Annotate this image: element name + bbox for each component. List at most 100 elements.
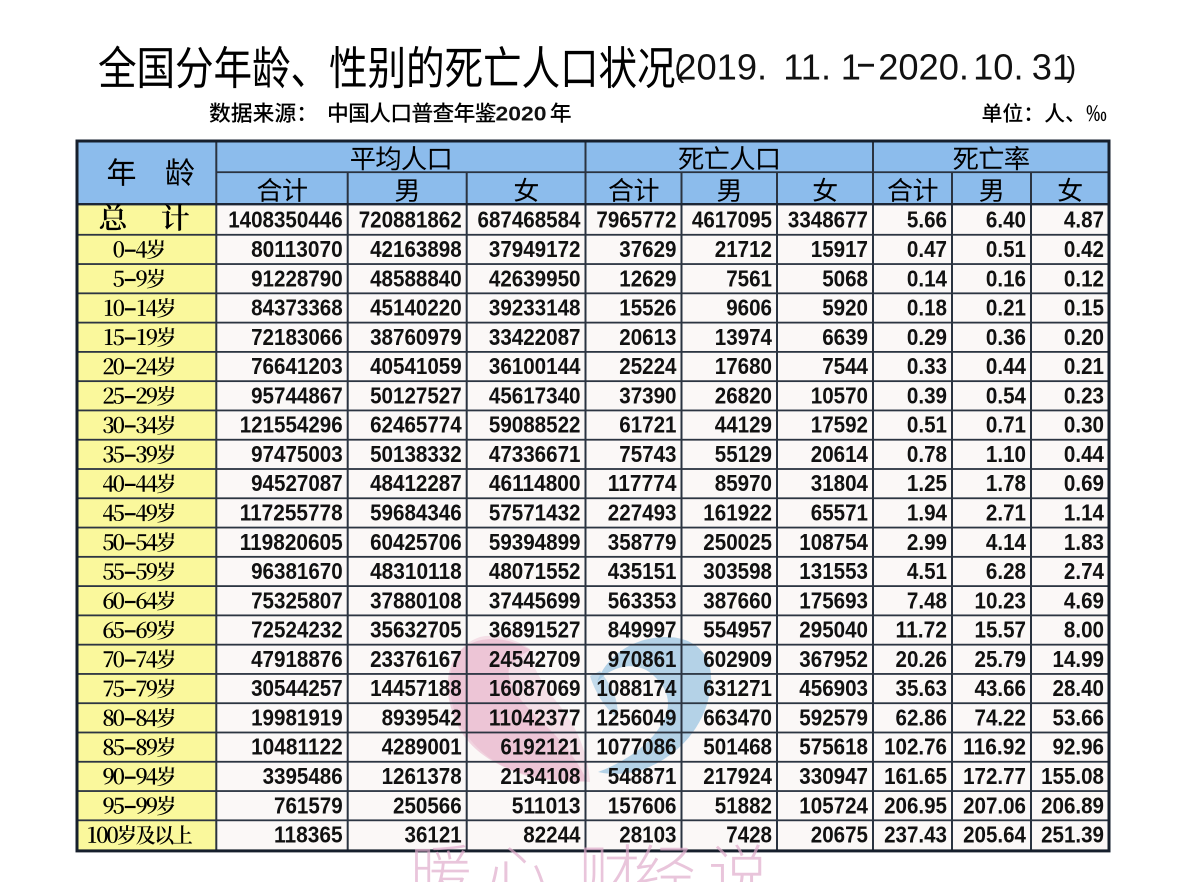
svg-text:15.57: 15.57 <box>975 617 1027 643</box>
svg-text:10.: 10. <box>973 47 1023 88</box>
svg-text:387660: 387660 <box>703 587 772 613</box>
svg-text:19981919: 19981919 <box>251 705 343 731</box>
svg-text:2.74: 2.74 <box>1064 558 1104 584</box>
svg-text:172.77: 172.77 <box>963 763 1026 789</box>
svg-text:48588840: 48588840 <box>370 265 462 291</box>
svg-text:0.23: 0.23 <box>1064 382 1104 408</box>
svg-text:3395486: 3395486 <box>263 763 343 789</box>
svg-text:303598: 303598 <box>703 558 772 584</box>
svg-text:36121: 36121 <box>405 822 462 848</box>
svg-text:4617095: 4617095 <box>692 207 772 233</box>
svg-text:121554296: 121554296 <box>240 412 343 438</box>
svg-text:37880108: 37880108 <box>370 587 462 613</box>
svg-text:(: ( <box>675 52 685 84</box>
svg-text:5.66: 5.66 <box>907 207 947 233</box>
svg-text:1.10: 1.10 <box>986 441 1026 467</box>
svg-text:0.54: 0.54 <box>986 382 1026 408</box>
svg-text:119820605: 119820605 <box>240 529 343 555</box>
svg-text:4.51: 4.51 <box>907 558 947 584</box>
svg-text:62465774: 62465774 <box>370 412 462 438</box>
svg-text:74.22: 74.22 <box>975 705 1027 731</box>
svg-text:687468584: 687468584 <box>478 207 581 233</box>
svg-text:1261378: 1261378 <box>382 763 462 789</box>
svg-text:50138332: 50138332 <box>370 441 462 467</box>
svg-text:9606: 9606 <box>726 295 772 321</box>
svg-text:548871: 548871 <box>608 763 677 789</box>
svg-text:0.33: 0.33 <box>907 353 947 379</box>
svg-text:6.40: 6.40 <box>986 207 1026 233</box>
svg-text:206.89: 206.89 <box>1041 792 1104 818</box>
svg-text:563353: 563353 <box>608 587 677 613</box>
svg-text:16087069: 16087069 <box>489 675 581 701</box>
svg-text:55129: 55129 <box>715 441 772 467</box>
svg-text:116.92: 116.92 <box>963 734 1026 760</box>
svg-text:12629: 12629 <box>619 265 676 291</box>
svg-text:0.71: 0.71 <box>986 412 1026 438</box>
svg-text:50127527: 50127527 <box>370 382 462 408</box>
svg-text:36100144: 36100144 <box>489 353 581 379</box>
svg-text:592579: 592579 <box>799 705 868 731</box>
svg-text:48310118: 48310118 <box>370 558 462 584</box>
svg-text:20675: 20675 <box>811 822 868 848</box>
svg-text:17680: 17680 <box>715 353 772 379</box>
svg-text:45140220: 45140220 <box>370 295 462 321</box>
svg-text:4.69: 4.69 <box>1064 587 1104 613</box>
svg-text:35632705: 35632705 <box>370 617 462 643</box>
svg-text:59684346: 59684346 <box>370 500 462 526</box>
svg-text:20613: 20613 <box>619 324 676 350</box>
svg-text:59394899: 59394899 <box>489 529 581 555</box>
svg-text:250025: 250025 <box>703 529 772 555</box>
svg-text:7428: 7428 <box>726 822 772 848</box>
svg-text:4.87: 4.87 <box>1064 207 1104 233</box>
svg-text:36891527: 36891527 <box>489 617 581 643</box>
svg-text:24542709: 24542709 <box>489 646 581 672</box>
svg-text:2.71: 2.71 <box>986 500 1026 526</box>
svg-text:10.23: 10.23 <box>975 587 1027 613</box>
svg-text:53.66: 53.66 <box>1053 705 1105 731</box>
svg-text:17592: 17592 <box>811 412 868 438</box>
svg-text:0.15: 0.15 <box>1064 295 1104 321</box>
svg-text:2020.: 2020. <box>878 47 969 88</box>
svg-text:330947: 330947 <box>799 763 868 789</box>
svg-text:161.65: 161.65 <box>884 763 947 789</box>
svg-text:1.94: 1.94 <box>907 500 947 526</box>
svg-text:0.36: 0.36 <box>986 324 1026 350</box>
svg-text:131553: 131553 <box>799 558 868 584</box>
svg-text:2019.: 2019. <box>676 47 767 88</box>
svg-text:61721: 61721 <box>619 412 676 438</box>
svg-text:1077086: 1077086 <box>596 734 676 760</box>
svg-text:0.16: 0.16 <box>986 265 1026 291</box>
svg-text:76641203: 76641203 <box>251 353 343 379</box>
svg-text:91228790: 91228790 <box>251 265 343 291</box>
svg-text:57571432: 57571432 <box>489 500 581 526</box>
svg-text:554957: 554957 <box>703 617 772 643</box>
svg-text:62.86: 62.86 <box>896 705 948 731</box>
svg-text:92.96: 92.96 <box>1053 734 1105 760</box>
svg-text:0.42: 0.42 <box>1064 236 1104 262</box>
svg-text:511013: 511013 <box>512 792 581 818</box>
svg-text:0.44: 0.44 <box>1064 441 1104 467</box>
svg-text:43.66: 43.66 <box>975 675 1027 701</box>
svg-text:295040: 295040 <box>799 617 868 643</box>
svg-text:250566: 250566 <box>393 792 462 818</box>
svg-text:85970: 85970 <box>715 470 772 496</box>
svg-text:6639: 6639 <box>822 324 868 350</box>
svg-text:8.00: 8.00 <box>1064 617 1104 643</box>
svg-text:108754: 108754 <box>799 529 868 555</box>
svg-text:1: 1 <box>841 47 861 88</box>
svg-text:60425706: 60425706 <box>370 529 462 555</box>
svg-text:1.83: 1.83 <box>1064 529 1104 555</box>
svg-text:11042377: 11042377 <box>489 705 581 731</box>
svg-text:82244: 82244 <box>523 822 580 848</box>
svg-text:367952: 367952 <box>799 646 868 672</box>
svg-text:45617340: 45617340 <box>489 382 581 408</box>
svg-text:11.: 11. <box>783 47 831 88</box>
svg-text:237.43: 237.43 <box>884 822 947 848</box>
svg-text:37445699: 37445699 <box>489 587 581 613</box>
svg-text:): ) <box>1067 52 1077 84</box>
svg-text:1408350446: 1408350446 <box>228 207 343 233</box>
svg-text:1.78: 1.78 <box>986 470 1026 496</box>
svg-text:94527087: 94527087 <box>251 470 343 496</box>
svg-text:0.69: 0.69 <box>1064 470 1104 496</box>
svg-text:118365: 118365 <box>274 822 343 848</box>
